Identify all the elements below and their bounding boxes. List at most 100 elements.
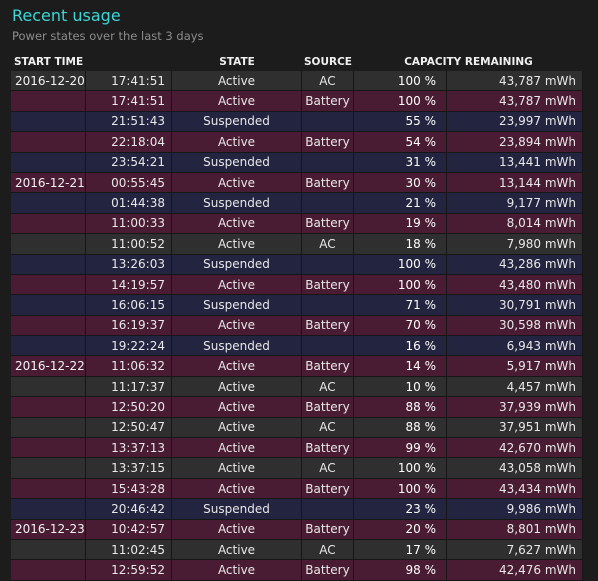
page-title: Recent usage <box>12 6 121 25</box>
source-cell: Battery <box>302 213 354 235</box>
percent-cell: 98 % <box>354 560 447 581</box>
state-cell: Active <box>172 539 302 561</box>
state-cell: Suspended <box>172 193 302 214</box>
table-row: 12:59:52 Active Battery 98 % 42,476 mWh <box>11 560 583 581</box>
time-cell: 23:54:21 <box>86 152 172 173</box>
table-row: 01:44:38 Suspended 21 % 9,177 mWh <box>11 193 583 214</box>
time-cell: 11:00:52 <box>86 234 172 255</box>
source-cell: Battery <box>302 132 354 153</box>
date-cell <box>11 376 86 398</box>
time-cell: 15:43:28 <box>86 478 172 500</box>
state-cell: Active <box>172 397 302 418</box>
state-cell: Suspended <box>172 254 302 275</box>
state-cell: Active <box>172 417 302 439</box>
source-cell: Battery <box>302 91 354 112</box>
date-cell <box>11 315 86 337</box>
time-cell: 12:50:47 <box>86 417 172 439</box>
date-cell: 2016-12-20 <box>11 71 86 92</box>
table-row: 2016-12-20 17:41:51 Active AC 100 % 43,787 mW… <box>11 71 583 92</box>
table-row: 16:19:37 Active Battery 70 % 30,598 mWh <box>11 315 583 337</box>
source-cell: Battery <box>302 478 354 500</box>
date-cell <box>11 397 86 418</box>
source-cell <box>302 193 354 214</box>
capacity-cell: 43,480 mWh <box>447 274 583 296</box>
table-row: 17:41:51 Active Battery 100 % 43,787 mWh <box>11 91 583 112</box>
date-cell <box>11 91 86 112</box>
state-cell: Active <box>172 458 302 479</box>
source-cell: Battery <box>302 172 354 194</box>
percent-cell: 100 % <box>354 274 447 296</box>
time-cell: 22:18:04 <box>86 132 172 153</box>
header-capacity: CAPACITY REMAINING <box>404 55 533 68</box>
state-cell: Suspended <box>172 499 302 520</box>
percent-cell: 10 % <box>354 376 447 398</box>
table-row: 20:46:42 Suspended 23 % 9,986 mWh <box>11 499 583 520</box>
date-cell <box>11 438 86 459</box>
time-cell: 17:41:51 <box>86 91 172 112</box>
percent-cell: 17 % <box>354 539 447 561</box>
percent-cell: 18 % <box>354 234 447 255</box>
state-cell: Active <box>172 478 302 500</box>
percent-cell: 55 % <box>354 111 447 133</box>
time-cell: 10:42:57 <box>86 519 172 540</box>
percent-cell: 23 % <box>354 499 447 520</box>
state-cell: Suspended <box>172 152 302 173</box>
time-cell: 21:51:43 <box>86 111 172 133</box>
capacity-cell: 9,986 mWh <box>447 499 583 520</box>
table-row: 2016-12-21 00:55:45 Active Battery 30 % 13,14… <box>11 172 583 194</box>
date-cell <box>11 152 86 173</box>
capacity-cell: 23,894 mWh <box>447 132 583 153</box>
table-row: 23:54:21 Suspended 31 % 13,441 mWh <box>11 152 583 173</box>
capacity-cell: 37,939 mWh <box>447 397 583 418</box>
percent-cell: 100 % <box>354 478 447 500</box>
percent-cell: 100 % <box>354 91 447 112</box>
table-row: 2016-12-22 11:06:32 Active Battery 14 % 5,917… <box>11 356 583 377</box>
state-cell: Active <box>172 376 302 398</box>
date-cell <box>11 560 86 581</box>
source-cell: Battery <box>302 519 354 540</box>
state-cell: Active <box>172 438 302 459</box>
table-row: 12:50:20 Active Battery 88 % 37,939 mWh <box>11 397 583 418</box>
percent-cell: 31 % <box>354 152 447 173</box>
date-cell <box>11 234 86 255</box>
table-row: 12:50:47 Active AC 88 % 37,951 mWh <box>11 417 583 439</box>
capacity-cell: 6,943 mWh <box>447 336 583 357</box>
time-cell: 12:50:20 <box>86 397 172 418</box>
state-cell: Active <box>172 519 302 540</box>
time-cell: 13:26:03 <box>86 254 172 275</box>
date-cell <box>11 274 86 296</box>
time-cell: 11:02:45 <box>86 539 172 561</box>
table-row: 13:37:13 Active Battery 99 % 42,670 mWh <box>11 438 583 459</box>
header-state: STATE <box>219 55 255 68</box>
time-cell: 13:37:15 <box>86 458 172 479</box>
capacity-cell: 7,627 mWh <box>447 539 583 561</box>
percent-cell: 54 % <box>354 132 447 153</box>
capacity-cell: 9,177 mWh <box>447 193 583 214</box>
time-cell: 19:22:24 <box>86 336 172 357</box>
report-header: Recent usage Power states over the last … <box>0 0 598 52</box>
time-cell: 17:41:51 <box>86 71 172 92</box>
percent-cell: 30 % <box>354 172 447 194</box>
capacity-cell: 43,434 mWh <box>447 478 583 500</box>
capacity-cell: 43,787 mWh <box>447 71 583 92</box>
time-cell: 13:37:13 <box>86 438 172 459</box>
capacity-cell: 5,917 mWh <box>447 356 583 377</box>
date-cell: 2016-12-23 <box>11 519 86 540</box>
source-cell: Battery <box>302 560 354 581</box>
date-cell <box>11 336 86 357</box>
percent-cell: 88 % <box>354 417 447 439</box>
date-cell <box>11 111 86 133</box>
capacity-cell: 7,980 mWh <box>447 234 583 255</box>
state-cell: Suspended <box>172 336 302 357</box>
capacity-cell: 43,787 mWh <box>447 91 583 112</box>
capacity-cell: 13,144 mWh <box>447 172 583 194</box>
date-cell <box>11 539 86 561</box>
table-row: 11:02:45 Active AC 17 % 7,627 mWh <box>11 539 583 561</box>
source-cell <box>302 295 354 316</box>
source-cell <box>302 111 354 133</box>
capacity-cell: 4,457 mWh <box>447 376 583 398</box>
date-cell <box>11 254 86 275</box>
time-cell: 16:19:37 <box>86 315 172 337</box>
state-cell: Active <box>172 560 302 581</box>
capacity-cell: 42,670 mWh <box>447 438 583 459</box>
